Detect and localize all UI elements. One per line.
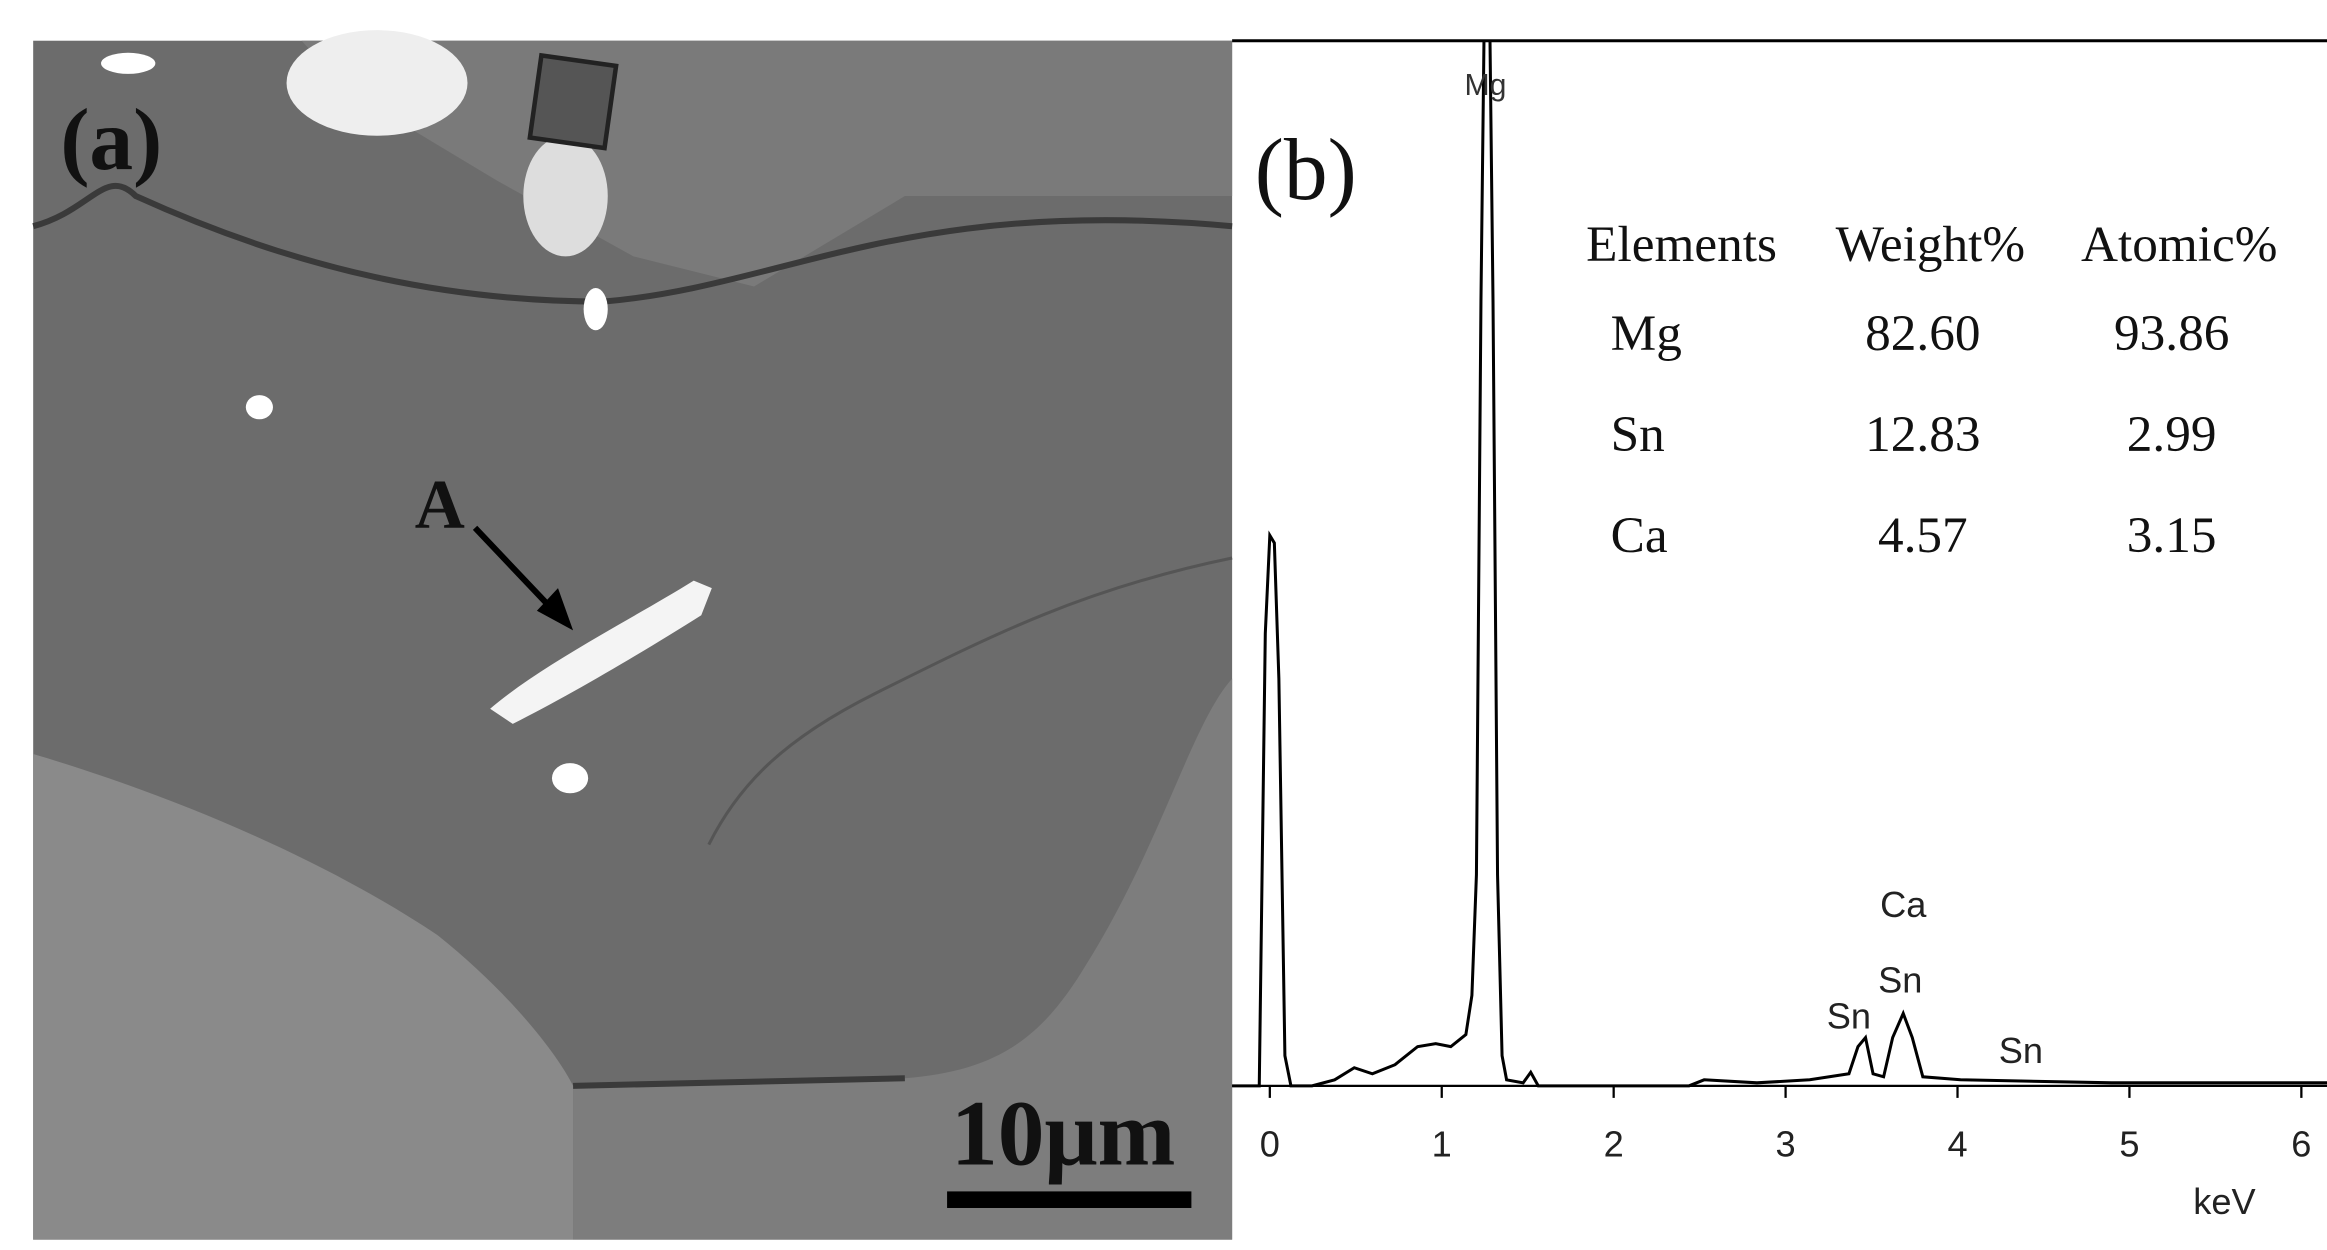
table-header: Atomic% xyxy=(2081,216,2277,273)
table-cell: 93.86 xyxy=(2114,305,2229,362)
x-tick-label: 1 xyxy=(1432,1124,1452,1165)
table-cell: Mg xyxy=(1611,305,1682,362)
table-cell: 2.99 xyxy=(2127,406,2217,463)
spectrum-line xyxy=(1232,40,2327,1088)
arrow xyxy=(472,525,561,618)
grain xyxy=(573,678,1233,1240)
bright-phase xyxy=(490,580,712,724)
bright-phase xyxy=(101,52,156,74)
peak-label: Ca xyxy=(1880,884,1927,925)
figure-content: (a) A 10μm (b) Mg Ca Sn Sn Sn keV 0 1 2 3 4 5… xyxy=(32,30,2327,1240)
peak-label: Sn xyxy=(1878,959,1922,1000)
particle xyxy=(527,52,619,151)
table-cell: Sn xyxy=(1611,406,1665,463)
x-tick-label: 2 xyxy=(1604,1124,1624,1165)
peak-label: Mg xyxy=(1465,69,1507,102)
grain xyxy=(33,40,1233,287)
scale-bar xyxy=(947,1191,1192,1208)
grain xyxy=(33,754,574,1240)
x-tick-label: 6 xyxy=(2291,1124,2311,1165)
panel-label: (b) xyxy=(1255,121,1357,218)
grain-boundary xyxy=(32,182,1233,305)
panel-label: (a) xyxy=(60,91,162,188)
marker-label: A xyxy=(415,467,465,544)
x-axis-label: keV xyxy=(2193,1181,2255,1222)
table-header: Weight% xyxy=(1836,216,2025,273)
x-tick-label: 4 xyxy=(1947,1124,1967,1165)
bright-phase xyxy=(523,135,608,257)
grain-boundary xyxy=(707,556,1233,846)
table-cell: 3.15 xyxy=(2127,507,2217,564)
sem-image: (a) A 10μm xyxy=(32,30,1233,1240)
x-tick-label: 0 xyxy=(1260,1124,1280,1165)
spectrum-panel: (b) Mg Ca Sn Sn Sn keV xyxy=(1232,39,2327,1222)
table-cell: 82.60 xyxy=(1865,305,1980,362)
table-cell: 12.83 xyxy=(1865,406,1980,463)
peak-label: Sn xyxy=(1827,996,1871,1037)
x-tick-label: 5 xyxy=(2119,1124,2139,1165)
arrow-head xyxy=(536,588,574,631)
bright-phase xyxy=(583,288,608,331)
bright-phase xyxy=(551,763,589,794)
table-cell: Ca xyxy=(1611,507,1668,564)
table-header: Elements xyxy=(1586,216,1777,273)
grain-boundary xyxy=(573,1075,905,1089)
peak-label: Sn xyxy=(1999,1030,2043,1071)
bright-phase xyxy=(245,395,273,420)
scale-bar-label: 10μm xyxy=(951,1082,1175,1185)
table-cell: 4.57 xyxy=(1878,507,1968,564)
x-tick-label: 3 xyxy=(1776,1124,1796,1165)
bright-phase xyxy=(286,30,468,136)
